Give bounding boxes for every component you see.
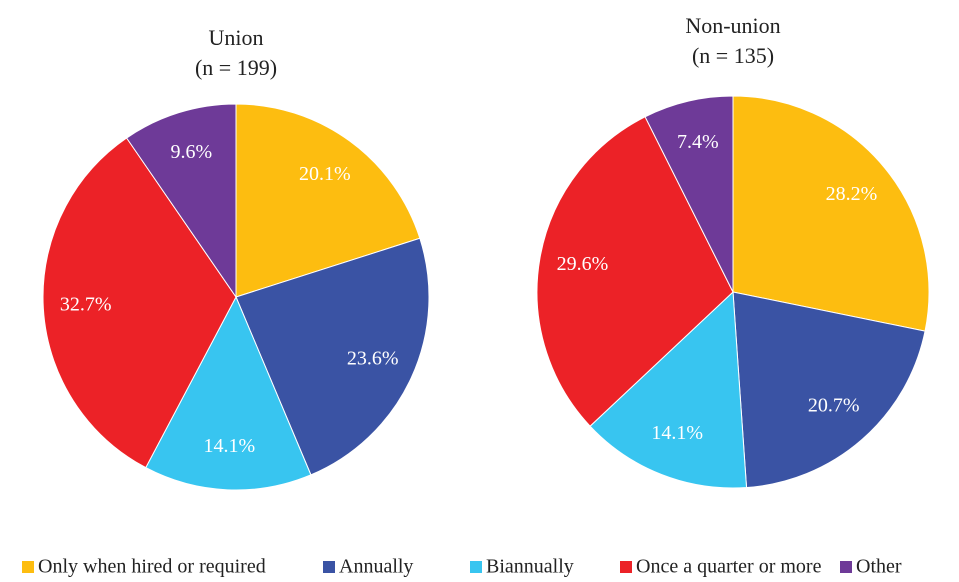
data-label: 28.2%	[826, 183, 878, 205]
data-label: 32.7%	[60, 293, 112, 315]
pie-slice	[42, 137, 237, 469]
data-label: 29.6%	[557, 253, 609, 275]
legend-label: Other	[856, 556, 902, 578]
data-label: 14.1%	[204, 435, 256, 457]
legend-label: Annually	[339, 556, 413, 578]
pie-slice	[589, 290, 748, 489]
pie-slice	[145, 295, 312, 491]
pie-slice	[235, 103, 421, 298]
pie-slice	[644, 95, 734, 293]
legend-swatch	[323, 561, 335, 573]
data-label: 20.1%	[299, 163, 351, 185]
chart-title: Non-union	[685, 13, 780, 38]
chart-title: Union	[209, 25, 264, 50]
data-label: 20.7%	[808, 395, 860, 417]
legend-label: Once a quarter or more	[636, 556, 822, 578]
data-label: 14.1%	[651, 422, 703, 444]
legend-swatch	[22, 561, 34, 573]
data-label: 7.4%	[677, 131, 719, 153]
pie-slice	[536, 116, 734, 427]
pie-slice	[235, 237, 430, 476]
legend-swatch	[470, 561, 482, 573]
legend-label: Only when hired or required	[38, 556, 266, 578]
pie-slice	[125, 103, 237, 299]
chart-subtitle: (n = 199)	[195, 55, 277, 80]
pie-slice	[732, 291, 926, 489]
chart-subtitle: (n = 135)	[692, 43, 774, 68]
pie-slice	[732, 95, 930, 332]
legend-swatch	[620, 561, 632, 573]
data-label: 23.6%	[347, 348, 399, 370]
data-label: 9.6%	[170, 141, 212, 163]
legend-label: Biannually	[486, 556, 574, 578]
legend-swatch	[840, 561, 852, 573]
